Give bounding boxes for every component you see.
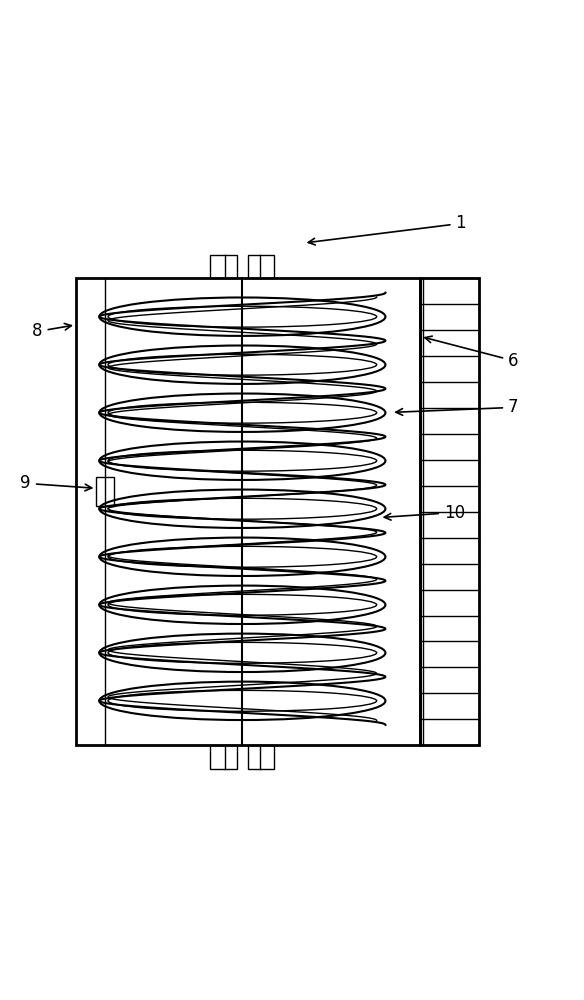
- Text: 10: 10: [384, 504, 465, 522]
- Text: 8: 8: [32, 322, 71, 340]
- Text: 7: 7: [396, 398, 519, 416]
- Text: 9: 9: [20, 474, 92, 492]
- Text: 6: 6: [425, 336, 519, 370]
- Text: 1: 1: [308, 214, 466, 245]
